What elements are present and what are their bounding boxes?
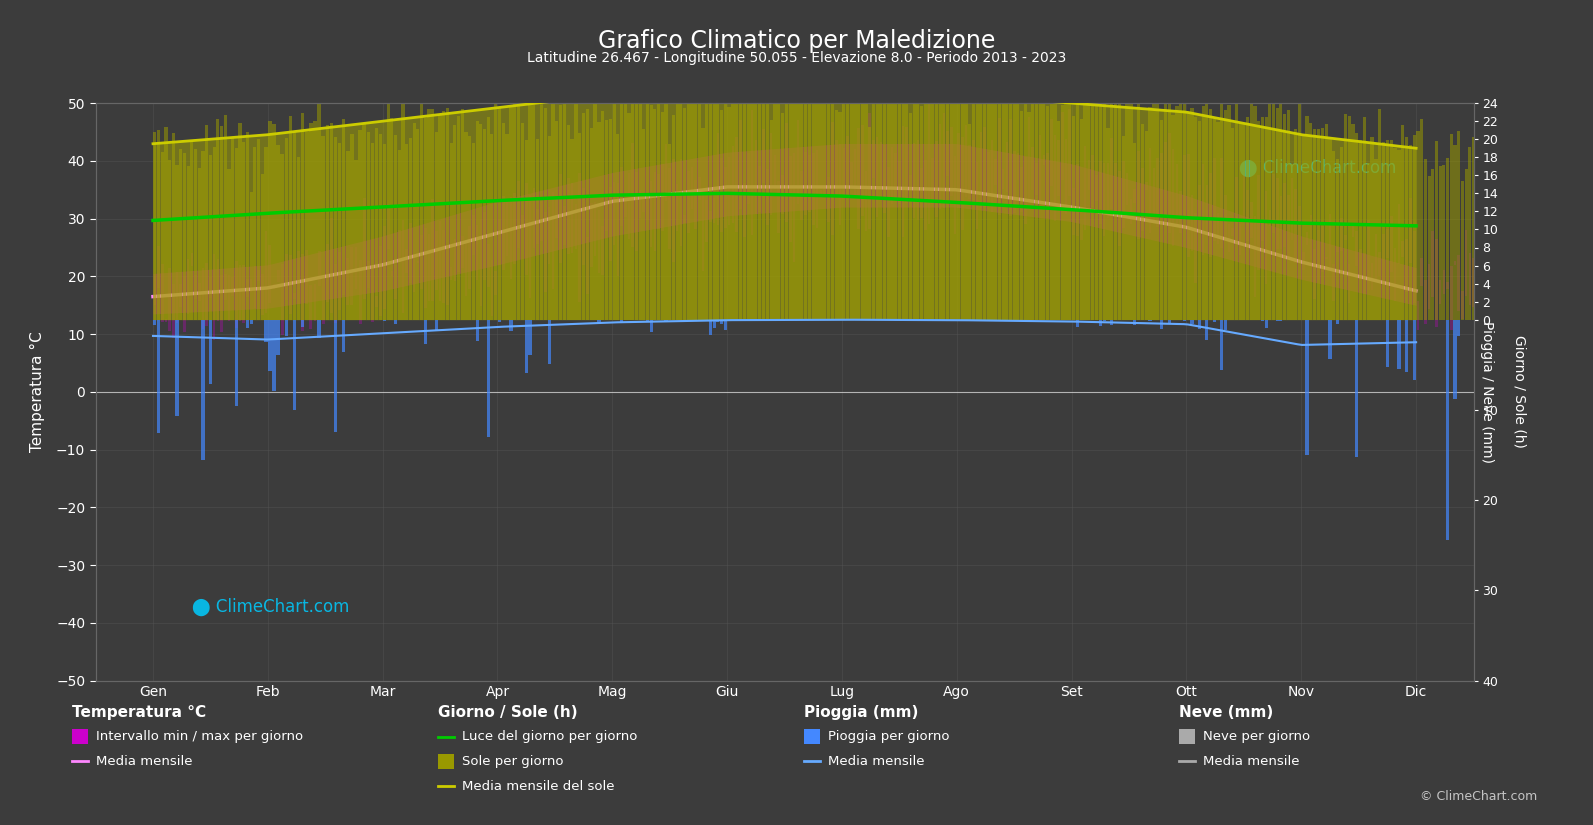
Text: Luce del giorno per giorno: Luce del giorno per giorno (462, 730, 637, 743)
Text: Pioggia (mm): Pioggia (mm) (804, 705, 919, 720)
Text: © ClimeChart.com: © ClimeChart.com (1419, 790, 1537, 804)
Y-axis label: Temperatura °C: Temperatura °C (30, 332, 45, 452)
Text: Sole per giorno: Sole per giorno (462, 755, 564, 768)
Y-axis label: Giorno / Sole (h)

Pioggia / Neve (mm): Giorno / Sole (h) Pioggia / Neve (mm) (1480, 321, 1526, 463)
Text: Temperatura °C: Temperatura °C (72, 705, 205, 720)
Text: ⬤ ClimeChart.com: ⬤ ClimeChart.com (193, 597, 349, 615)
Text: Media mensile del sole: Media mensile del sole (462, 780, 615, 793)
Text: Media mensile: Media mensile (828, 755, 926, 768)
Text: Grafico Climatico per Maledizione: Grafico Climatico per Maledizione (597, 29, 996, 53)
Text: Media mensile: Media mensile (1203, 755, 1300, 768)
Text: Neve per giorno: Neve per giorno (1203, 730, 1309, 743)
Text: Pioggia per giorno: Pioggia per giorno (828, 730, 949, 743)
Text: Media mensile: Media mensile (96, 755, 193, 768)
Text: Latitudine 26.467 - Longitudine 50.055 - Elevazione 8.0 - Periodo 2013 - 2023: Latitudine 26.467 - Longitudine 50.055 -… (527, 51, 1066, 65)
Text: Intervallo min / max per giorno: Intervallo min / max per giorno (96, 730, 303, 743)
Text: Neve (mm): Neve (mm) (1179, 705, 1273, 720)
Text: Giorno / Sole (h): Giorno / Sole (h) (438, 705, 578, 720)
Text: ⬤ ClimeChart.com: ⬤ ClimeChart.com (1239, 158, 1397, 177)
